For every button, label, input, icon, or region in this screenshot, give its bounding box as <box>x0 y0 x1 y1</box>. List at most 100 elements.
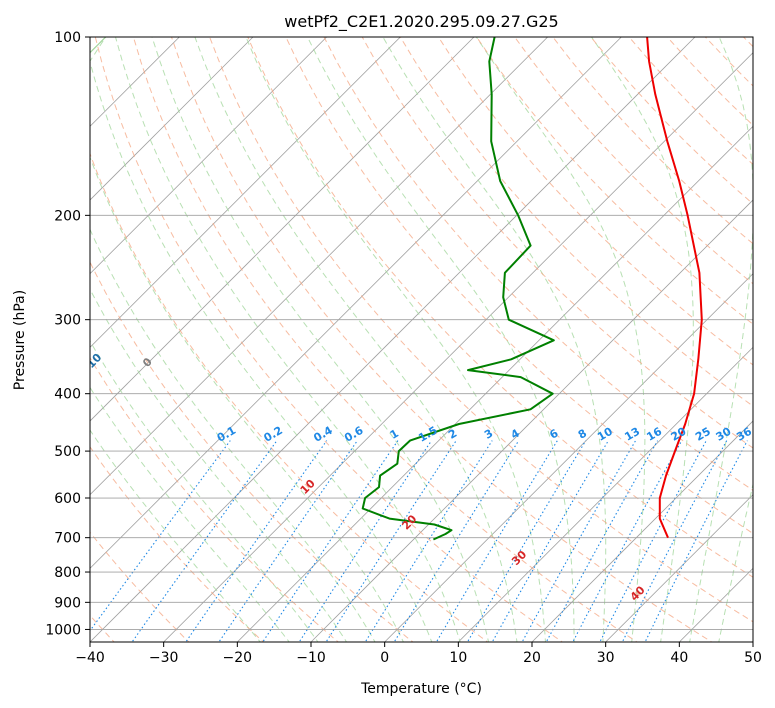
isotherm-line <box>237 125 753 642</box>
moist-adiabat-line <box>718 482 753 642</box>
chart-title: wetPf2_C2E1.2020.295.09.27.G25 <box>284 12 558 32</box>
mixing-ratio-line <box>90 440 231 632</box>
dry-adiabat-line <box>323 37 753 491</box>
isotherm-line <box>163 52 753 642</box>
y-tick-label: 300 <box>54 313 81 329</box>
y-tick-label: 200 <box>54 208 81 224</box>
dry-adiabat-line <box>514 37 753 285</box>
mixing-ratio-label: 20 <box>669 425 689 444</box>
x-axis-label: Temperature (°C) <box>360 681 482 697</box>
mixing-ratio-line <box>131 440 278 642</box>
x-tick-label: −20 <box>223 650 253 666</box>
y-tick-label: 800 <box>54 565 81 581</box>
y-tick-label: 500 <box>54 444 81 460</box>
isopleth-labels: -100-90-80-70-60-50-40-30-20-10010203040… <box>26 351 754 604</box>
isotherm-line <box>90 37 548 496</box>
mixing-ratio-line <box>466 440 587 642</box>
temperature-profile-line <box>646 37 703 539</box>
mixing-ratio-label: 1 <box>388 427 401 442</box>
x-tick-label: 50 <box>744 650 762 666</box>
background-lines <box>90 37 753 642</box>
isotherm-line <box>90 37 622 569</box>
y-tick-label: 1000 <box>45 622 81 638</box>
profile-lines <box>361 37 703 541</box>
moist-adiabat-line <box>194 37 518 642</box>
mixing-ratio-label: 16 <box>644 425 664 444</box>
dry-adiabat-line <box>90 152 489 642</box>
y-tick-label: 100 <box>54 30 81 46</box>
dry-adiabat-label: 40 <box>628 583 648 603</box>
axis-ticks: −40 −30 −20 −10 0 10 20 30 40 5010020030040050060… <box>45 30 762 666</box>
mixing-ratio-line <box>298 440 432 642</box>
mixing-ratio-line <box>435 440 558 642</box>
mixing-ratio-label: 6 <box>547 427 560 442</box>
x-tick-label: 0 <box>380 650 389 666</box>
isotherm-line <box>679 567 753 642</box>
mixing-ratio-line <box>185 440 328 642</box>
moist-adiabat-line <box>90 37 433 642</box>
mixing-ratio-label: 3 <box>482 427 495 442</box>
mixing-ratio-line <box>644 440 748 642</box>
x-tick-label: −10 <box>296 650 326 666</box>
x-tick-label: 30 <box>597 650 615 666</box>
dry-adiabat-line <box>361 37 753 449</box>
isotherm-line <box>90 37 254 201</box>
moist-adiabat-line <box>115 37 461 642</box>
isotherm-line <box>90 37 696 642</box>
dry-adiabat-line <box>90 260 414 642</box>
mixing-ratio-line <box>545 440 659 642</box>
moist-adiabat-line <box>90 37 261 642</box>
mixing-ratio-line <box>621 440 728 642</box>
mixing-ratio-line <box>491 440 609 642</box>
y-tick-label: 700 <box>54 531 81 547</box>
mixing-ratio-label: 0.4 <box>311 424 335 445</box>
dry-adiabat-label: 0 <box>140 355 155 370</box>
mixing-ratio-line <box>521 440 637 642</box>
moist-adiabat-line <box>245 37 547 642</box>
mixing-ratio-line <box>364 440 493 642</box>
dry-adiabat-line <box>90 531 190 642</box>
mixing-ratio-label: 1.5 <box>416 424 439 445</box>
dry-adiabat-line <box>476 37 753 325</box>
moist-adiabat-line <box>151 37 490 642</box>
isotherm-line <box>531 420 753 642</box>
mixing-ratio-label: 30 <box>714 425 734 444</box>
y-tick-label: 400 <box>54 387 81 403</box>
moist-adiabat-line <box>382 37 607 642</box>
dry-adiabat-line <box>743 37 753 48</box>
dry-adiabat-label: 30 <box>509 548 529 568</box>
dry-adiabat-label: -20 <box>26 351 49 374</box>
mixing-ratio-label: 0.6 <box>342 424 366 445</box>
dewpoint-profile-line <box>361 37 555 541</box>
isotherm-line <box>90 37 475 422</box>
mixing-ratio-label: 36 <box>734 425 754 444</box>
mixing-ratio-label: 4 <box>509 427 522 442</box>
y-tick-label: 900 <box>54 595 81 611</box>
x-tick-label: 20 <box>523 650 541 666</box>
moist-adiabat-line <box>307 37 575 642</box>
mixing-ratio-line <box>325 440 457 642</box>
isotherm-line <box>90 37 401 348</box>
mixing-ratio-label: 2 <box>446 427 459 442</box>
isotherm-line <box>752 641 753 642</box>
mixing-ratio-line <box>599 440 707 642</box>
mixing-ratio-line <box>262 440 399 642</box>
dry-adiabat-label: -10 <box>81 351 104 374</box>
x-tick-label: −30 <box>149 650 179 666</box>
dry-adiabat-line <box>132 37 638 642</box>
mixing-ratio-label: 25 <box>693 425 713 444</box>
x-tick-label: −40 <box>75 650 105 666</box>
moist-adiabat-line <box>90 37 319 642</box>
mixing-ratio-label: 0.1 <box>215 424 238 445</box>
dry-adiabat-line <box>285 37 753 535</box>
isotherm-line <box>605 494 753 642</box>
mixing-ratio-line <box>393 440 520 642</box>
isotherm-line <box>384 273 753 642</box>
dry-adiabat-line <box>247 37 753 578</box>
moist-adiabat-line <box>90 37 404 642</box>
mixing-ratio-label: 13 <box>622 425 642 444</box>
x-tick-label: 40 <box>670 650 688 666</box>
plot-frame <box>89 36 754 643</box>
y-tick-label: 600 <box>54 491 81 507</box>
